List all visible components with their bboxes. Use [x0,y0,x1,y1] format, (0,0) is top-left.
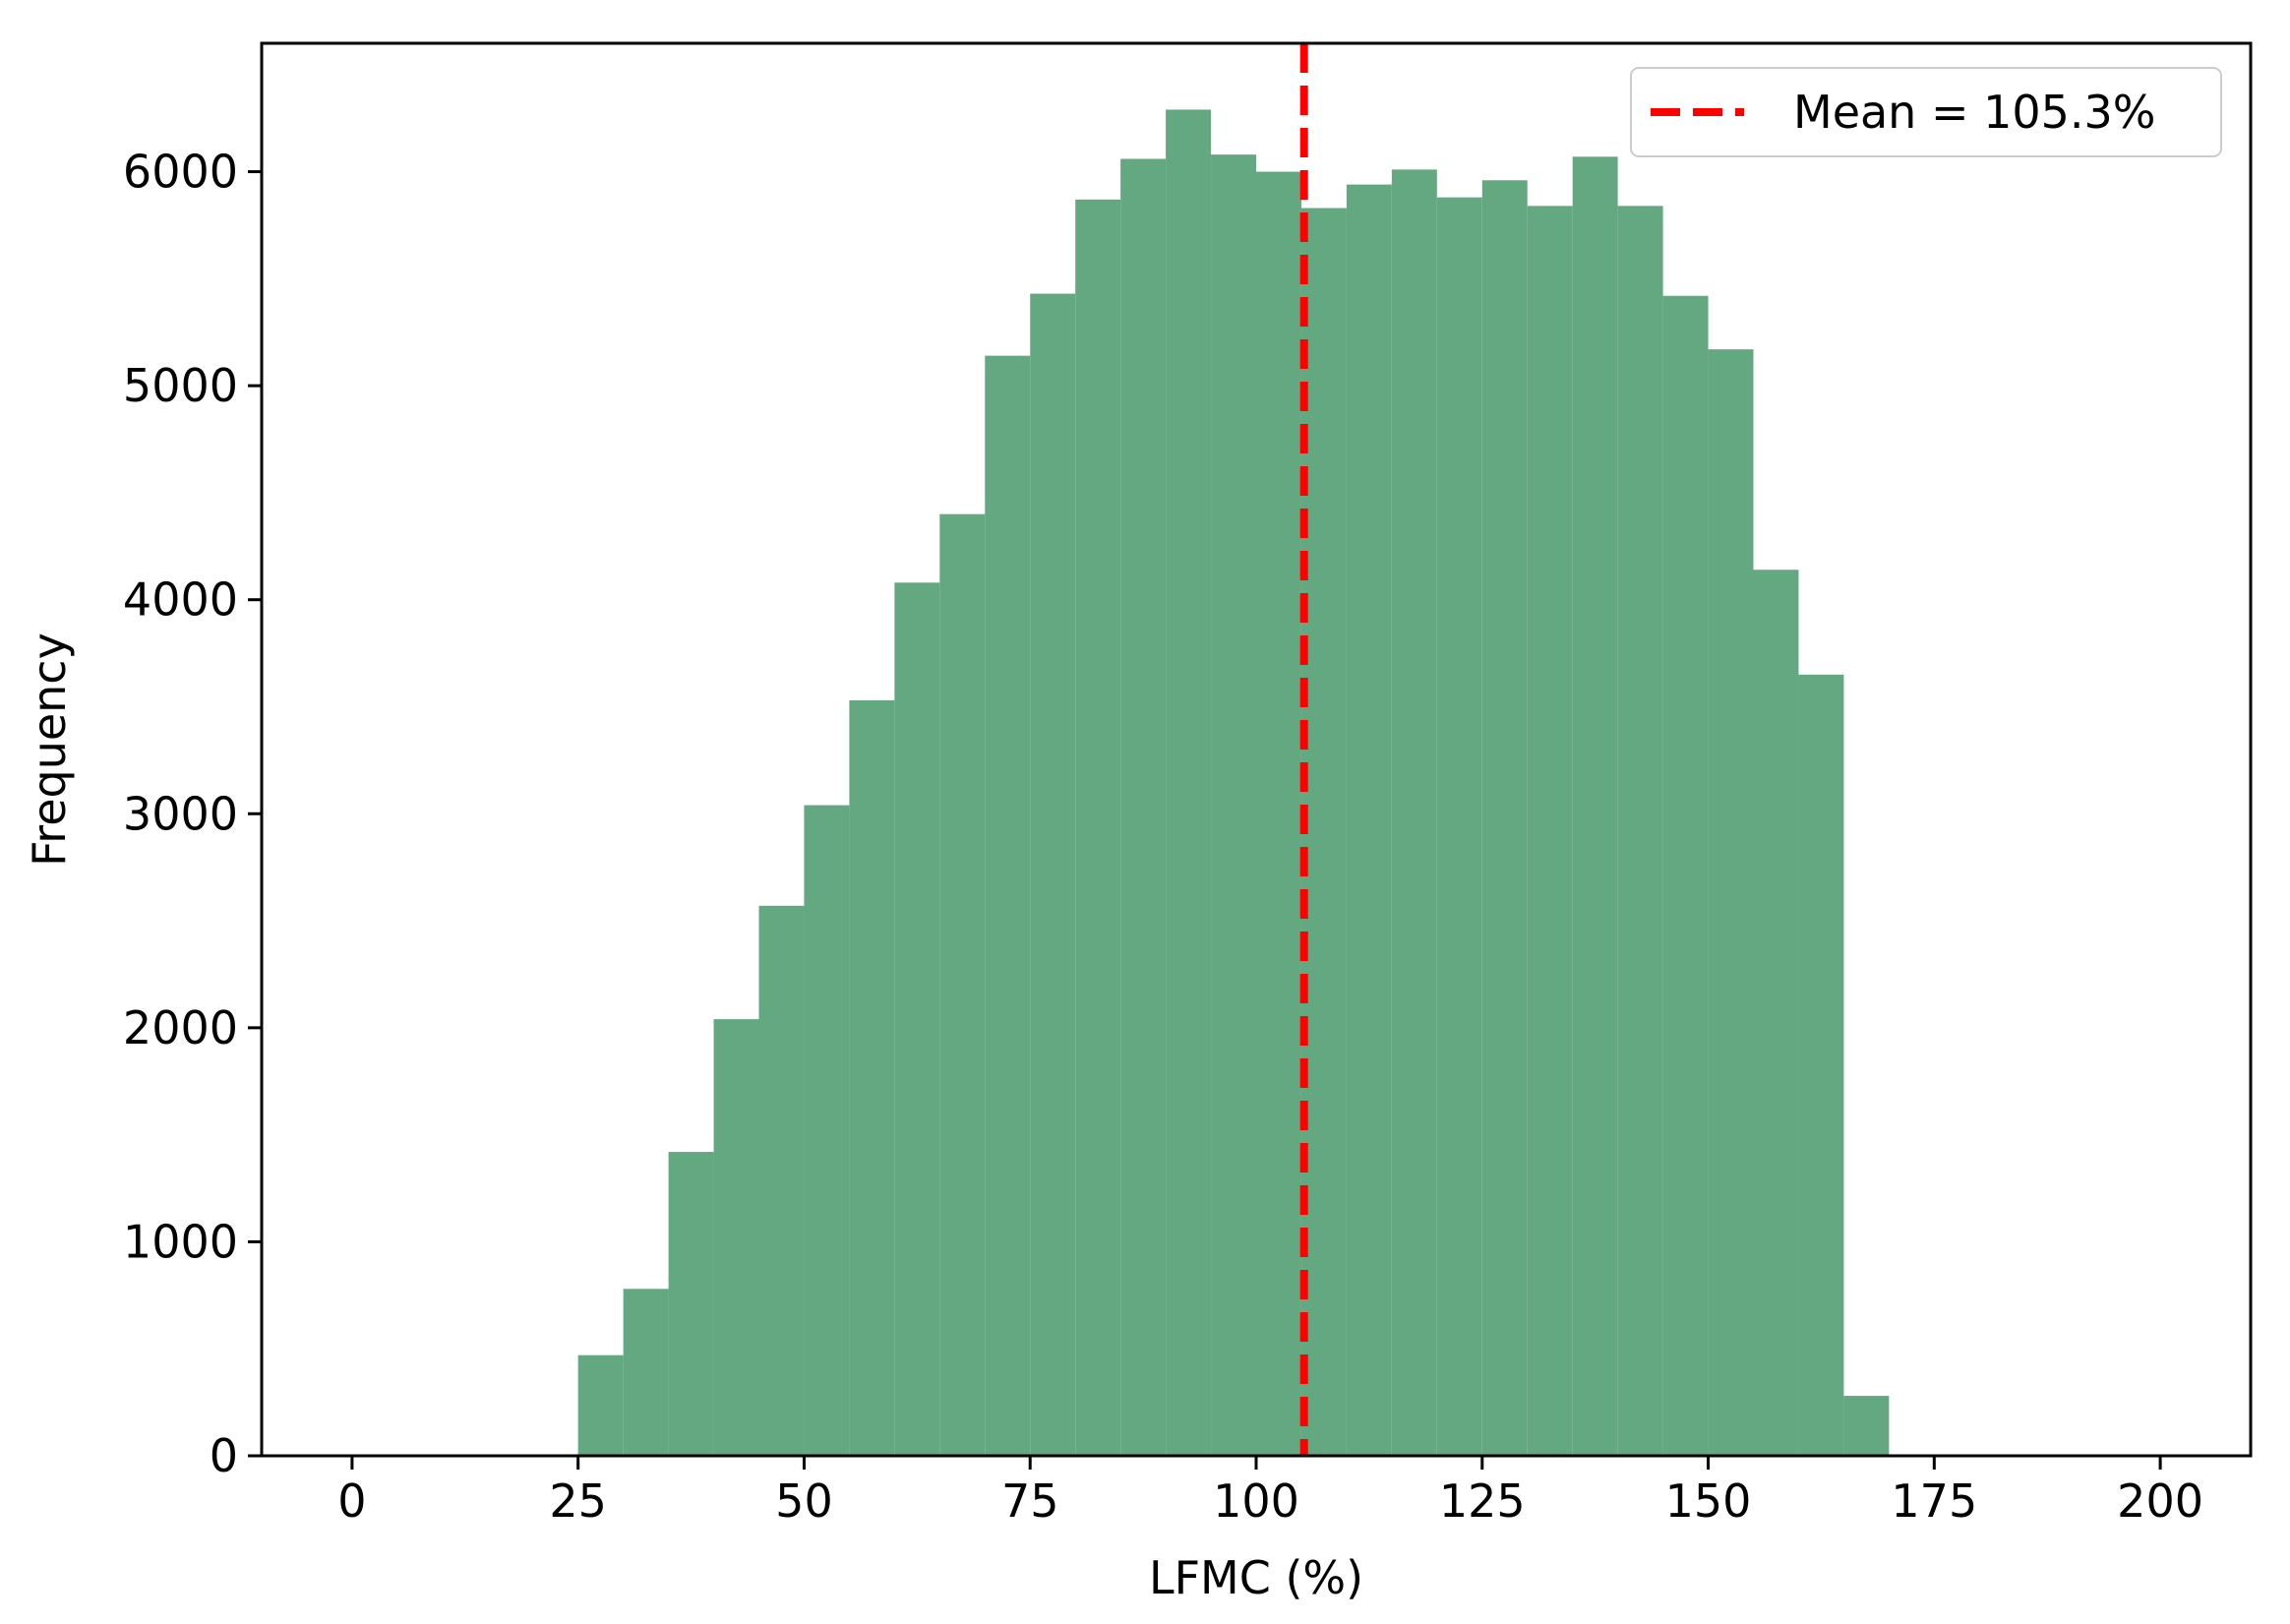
histogram-bar [1572,156,1618,1456]
histogram-bar [758,905,805,1456]
histogram-bar [1300,208,1347,1457]
x-tick-label: 100 [1213,1474,1299,1528]
y-tick-label: 4000 [123,573,238,627]
histogram-bar [668,1152,714,1456]
legend-label-mean: Mean = 105.3% [1793,86,2156,139]
y-tick-label: 3000 [123,787,238,840]
x-tick-label: 175 [1891,1474,1977,1528]
y-tick-label: 1000 [123,1215,238,1268]
histogram-bar [1391,169,1437,1457]
histogram-bar [1166,109,1212,1456]
histogram-bar [1617,206,1663,1457]
histogram-bar [1753,570,1799,1456]
histogram-bar [1843,1396,1890,1456]
histogram-bar [1211,154,1256,1456]
histogram-bar [623,1289,669,1456]
x-tick-label: 150 [1665,1474,1752,1528]
histogram-bar [1481,180,1528,1456]
histogram-bar [577,1354,624,1456]
y-tick-label: 2000 [123,1001,238,1054]
x-tick-label: 25 [549,1474,607,1528]
histogram-bar [849,699,895,1456]
x-tick-label: 125 [1439,1474,1526,1528]
y-tick-label: 0 [210,1429,238,1482]
histogram-bar [1256,171,1301,1457]
histogram-bar [1798,674,1844,1456]
y-tick-label: 6000 [123,146,238,199]
x-tick-label: 75 [1001,1474,1059,1528]
histogram-bar [1527,206,1573,1457]
x-tick-label: 200 [2117,1474,2203,1528]
y-axis-ticks: 0 1000 2000 3000 4000 5000 6000 [123,146,262,1482]
y-tick-label: 5000 [123,359,238,412]
histogram-bar [1436,197,1482,1456]
x-tick-label: 50 [775,1474,833,1528]
histogram-bar [1346,184,1392,1457]
y-axis-title: Frequency [23,632,76,867]
x-axis-title: LFMC (%) [1149,1551,1363,1604]
x-axis-ticks: 0 25 50 75 100 125 150 175 200 [337,1456,2203,1528]
histogram-bar [1662,295,1709,1456]
histogram-bar [1708,349,1754,1457]
legend-box [1630,67,2222,157]
histogram-bar [1075,199,1121,1456]
x-tick-label: 0 [337,1474,366,1528]
histogram-bar [713,1019,759,1456]
legend: Mean = 105.3% [1630,67,2222,157]
histogram-bar [1120,158,1167,1456]
histogram-bar [1030,293,1076,1457]
histogram-bar [985,355,1031,1456]
histogram-bars [577,109,1890,1457]
histogram-bar [894,582,940,1456]
histogram-bar [939,513,986,1456]
histogram-bar [804,805,850,1456]
